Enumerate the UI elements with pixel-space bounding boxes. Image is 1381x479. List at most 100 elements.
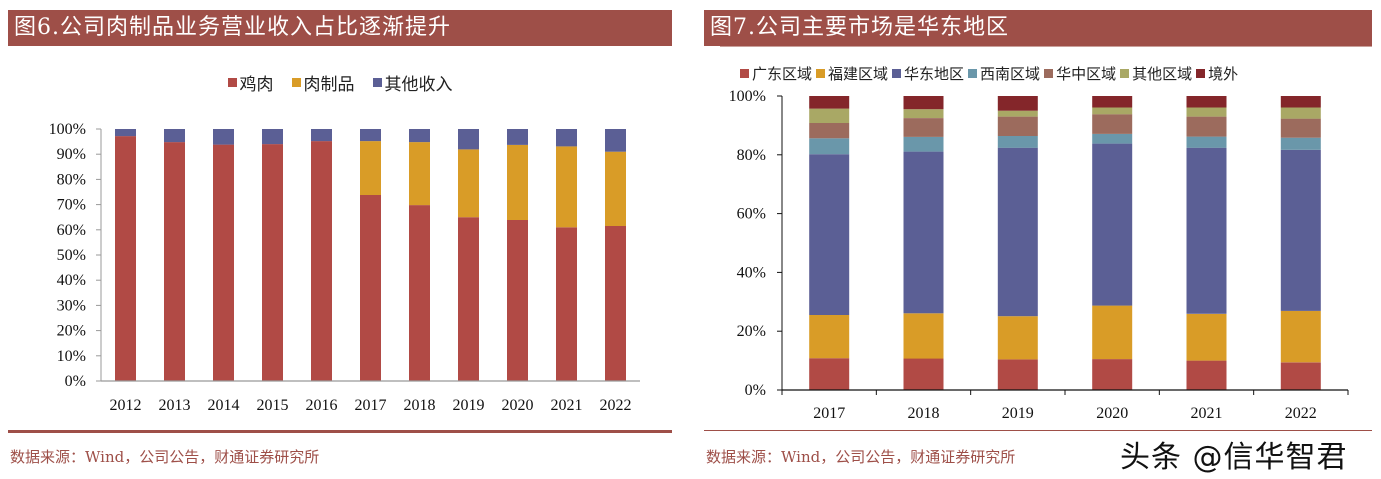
bar-segment-2014-鸡肉 bbox=[213, 144, 234, 381]
bar-segment-2018-西南区域 bbox=[903, 136, 944, 152]
bar-segment-2019-西南区域 bbox=[997, 136, 1038, 148]
footer-divider bbox=[8, 430, 672, 433]
bar-segment-2018-广东区域 bbox=[903, 358, 944, 390]
bar-segment-2017-福建区域 bbox=[809, 315, 850, 359]
legend-item: 其他收入 bbox=[372, 70, 453, 95]
y-tick-label: 80% bbox=[57, 171, 86, 188]
data-source-note: 数据来源：Wind，公司公告，财通证券研究所 bbox=[10, 448, 320, 466]
bar-segment-2017-华东地区 bbox=[809, 154, 850, 315]
chart-panel-right: 图7.公司主要市场是华东地区 广东区域 福建区域 华东地区 西南区域 华中区域 其他区域境… bbox=[700, 0, 1381, 479]
bar-segment-2020-华中区域 bbox=[1092, 114, 1133, 134]
bar-segment-2022-其他收入 bbox=[605, 129, 626, 152]
bar-segment-2019-肉制品 bbox=[458, 149, 479, 218]
bar-segment-2014-其他收入 bbox=[213, 129, 234, 145]
y-tick-label: 50% bbox=[57, 247, 86, 264]
y-tick-label: 60% bbox=[57, 222, 86, 239]
footer-divider bbox=[704, 430, 1372, 431]
x-tick-label: 2022 bbox=[1285, 405, 1317, 422]
x-tick-label: 2021 bbox=[551, 397, 583, 414]
x-tick-label: 2022 bbox=[600, 397, 632, 414]
bar-segment-2021-西南区域 bbox=[1186, 136, 1227, 148]
bar-segment-2017-肉制品 bbox=[360, 141, 381, 195]
bar-segment-2020-西南区域 bbox=[1092, 133, 1133, 144]
bar-segment-2018-华中区域 bbox=[903, 118, 944, 137]
x-tick-label: 2018 bbox=[908, 405, 940, 422]
legend-item: 鸡肉 bbox=[227, 70, 274, 95]
legend-label: 华中区域 bbox=[1056, 65, 1117, 83]
bar-segment-2021-境外 bbox=[1186, 96, 1227, 108]
x-tick-label: 2017 bbox=[813, 405, 845, 422]
bar-segment-2022-境外 bbox=[1280, 96, 1321, 108]
legend-label: 其他区域 bbox=[1132, 65, 1193, 83]
bar-segment-2018-其他区域 bbox=[903, 109, 944, 118]
legend-label: 广东区域 bbox=[752, 65, 813, 83]
y-tick-label: 20% bbox=[57, 323, 86, 340]
x-tick-label: 2013 bbox=[159, 397, 191, 414]
bar-segment-2019-鸡肉 bbox=[458, 217, 479, 381]
x-tick-label: 2020 bbox=[502, 397, 534, 414]
bar-segment-2020-肉制品 bbox=[507, 144, 528, 220]
legend-swatch bbox=[227, 78, 237, 87]
y-tick-label: 100% bbox=[729, 88, 766, 105]
watermark: 头条 @信华智君 bbox=[1120, 440, 1348, 475]
legend-label: 鸡肉 bbox=[239, 75, 274, 95]
bar-segment-2020-鸡肉 bbox=[507, 220, 528, 381]
x-tick-label: 2019 bbox=[1002, 405, 1034, 422]
y-tick-label: 90% bbox=[57, 146, 86, 163]
legend-item: 境外 bbox=[1196, 63, 1238, 84]
legend-swatch bbox=[372, 78, 382, 87]
y-tick-label: 60% bbox=[737, 206, 766, 223]
legend-label: 肉制品 bbox=[303, 75, 355, 95]
y-tick-label: 80% bbox=[737, 147, 766, 164]
x-tick-label: 2015 bbox=[257, 397, 289, 414]
chart-title: 图7.公司主要市场是华东地区 bbox=[704, 10, 1372, 46]
bar-segment-2015-其他收入 bbox=[262, 129, 283, 145]
legend-item: 西南区域 bbox=[968, 63, 1040, 84]
bar-segment-2022-其他区域 bbox=[1280, 107, 1321, 119]
bar-segment-2022-华中区域 bbox=[1280, 118, 1321, 138]
bar-segment-2015-鸡肉 bbox=[262, 144, 283, 381]
legend-swatch bbox=[816, 69, 826, 78]
bar-segment-2020-华东地区 bbox=[1092, 143, 1133, 306]
bar-segment-2021-华东地区 bbox=[1186, 147, 1227, 314]
bar-segment-2021-其他区域 bbox=[1186, 107, 1227, 117]
legend-item: 广东区域 bbox=[740, 63, 812, 84]
x-tick-label: 2020 bbox=[1096, 405, 1128, 422]
bar-segment-2022-华东地区 bbox=[1280, 149, 1321, 311]
bar-segment-2020-福建区域 bbox=[1092, 305, 1133, 360]
bar-segment-2017-广东区域 bbox=[809, 358, 850, 390]
x-tick-label: 2018 bbox=[404, 397, 436, 414]
y-tick-label: 40% bbox=[737, 264, 766, 281]
bar-segment-2017-华中区域 bbox=[809, 123, 850, 139]
bar-segment-2013-其他收入 bbox=[164, 129, 185, 143]
y-tick-label: 70% bbox=[57, 197, 86, 214]
legend-swatch bbox=[1120, 69, 1130, 78]
bar-segment-2017-西南区域 bbox=[809, 138, 850, 155]
bar-segment-2021-华中区域 bbox=[1186, 116, 1227, 137]
legend-label: 福建区域 bbox=[828, 65, 889, 83]
bar-segment-2012-鸡肉 bbox=[115, 136, 136, 381]
bar-segment-2019-福建区域 bbox=[997, 316, 1038, 360]
bar-chart-market-share: 2017 2018 2019 2020 2021 2022 0% 20% 40% 60% 80% 10… bbox=[729, 88, 1349, 422]
x-tick-label: 2014 bbox=[208, 397, 240, 414]
bar-segment-2018-福建区域 bbox=[903, 313, 944, 359]
legend-swatch bbox=[968, 69, 978, 78]
bar-segment-2016-其他收入 bbox=[311, 129, 332, 142]
bar-segment-2020-境外 bbox=[1092, 96, 1133, 108]
bar-segment-2019-其他区域 bbox=[997, 110, 1038, 117]
legend-swatch bbox=[892, 69, 902, 78]
data-source-note: 数据来源：Wind，公司公告，财通证券研究所 bbox=[706, 448, 1016, 466]
bar-segment-2020-广东区域 bbox=[1092, 359, 1133, 390]
legend-swatch bbox=[291, 78, 301, 87]
y-tick-label: 40% bbox=[57, 272, 86, 289]
bar-segment-2013-鸡肉 bbox=[164, 142, 185, 381]
legend-item: 华东地区 bbox=[892, 63, 964, 84]
y-tick-label: 0% bbox=[65, 373, 86, 390]
bar-segment-2020-其他区域 bbox=[1092, 107, 1133, 115]
chart-legend: 鸡肉 肉制品 其他收入 bbox=[0, 70, 680, 95]
bar-segment-2021-鸡肉 bbox=[556, 227, 577, 381]
bar-segment-2016-鸡肉 bbox=[311, 141, 332, 381]
bar-segment-2022-西南区域 bbox=[1280, 137, 1321, 150]
legend-item: 其他区域 bbox=[1120, 63, 1192, 84]
legend-item: 肉制品 bbox=[291, 70, 355, 95]
